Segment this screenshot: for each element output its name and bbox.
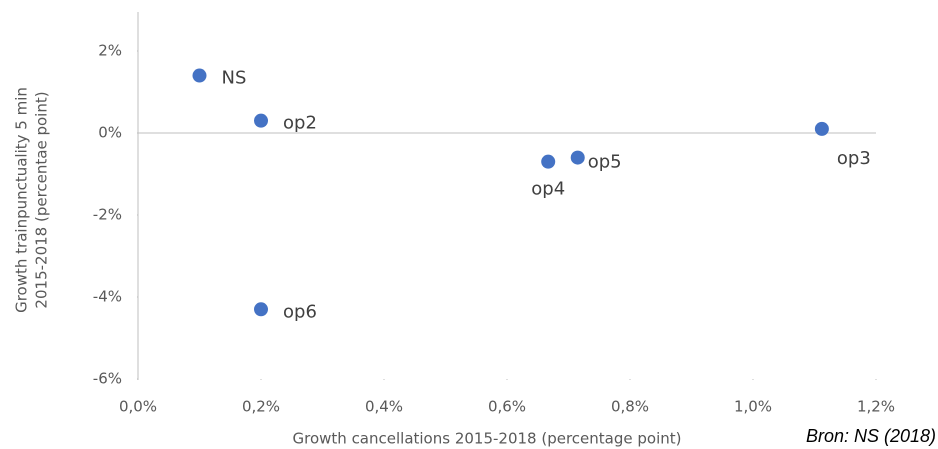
- x-tick-label: 0,8%: [611, 398, 649, 416]
- point: [541, 154, 556, 169]
- point-label: op3: [837, 148, 871, 169]
- y-tick-label: -4%: [93, 287, 122, 305]
- point: [254, 302, 268, 317]
- source: Bron: NS (2018): [806, 426, 936, 446]
- point-label: op6: [283, 301, 317, 322]
- point: [192, 68, 207, 83]
- point: [254, 113, 268, 128]
- x-axis-title: Growth cancellations 2015-2018 (percenta…: [293, 430, 682, 448]
- x-tick-label: 0,6%: [488, 398, 526, 416]
- y-axis-title: Growth trainpunctuality 5 min 2015-2018 …: [13, 87, 51, 313]
- point-label: op4: [531, 179, 565, 200]
- y-axis-title-line: 2015-2018 (percentae point): [33, 91, 51, 308]
- point: [570, 150, 585, 165]
- x-tick-label: 1,2%: [857, 398, 895, 416]
- point-label: op2: [283, 113, 317, 134]
- y-tick-label: -2%: [93, 205, 122, 223]
- y-axis-title-line: Growth trainpunctuality 5 min: [13, 87, 31, 313]
- y-tick-label: -6%: [93, 370, 122, 388]
- point-label: op5: [588, 152, 622, 173]
- x-tick-label: 0,2%: [242, 398, 280, 416]
- point: [814, 121, 829, 136]
- x-tick-label: 1,0%: [734, 398, 772, 416]
- x-tick-label: 0,4%: [365, 398, 403, 416]
- x-tick-label: 0,0%: [119, 398, 157, 416]
- y-tick-label: 0%: [98, 123, 122, 141]
- y-tick-label: 2%: [98, 41, 122, 59]
- point-label: NS: [222, 68, 247, 89]
